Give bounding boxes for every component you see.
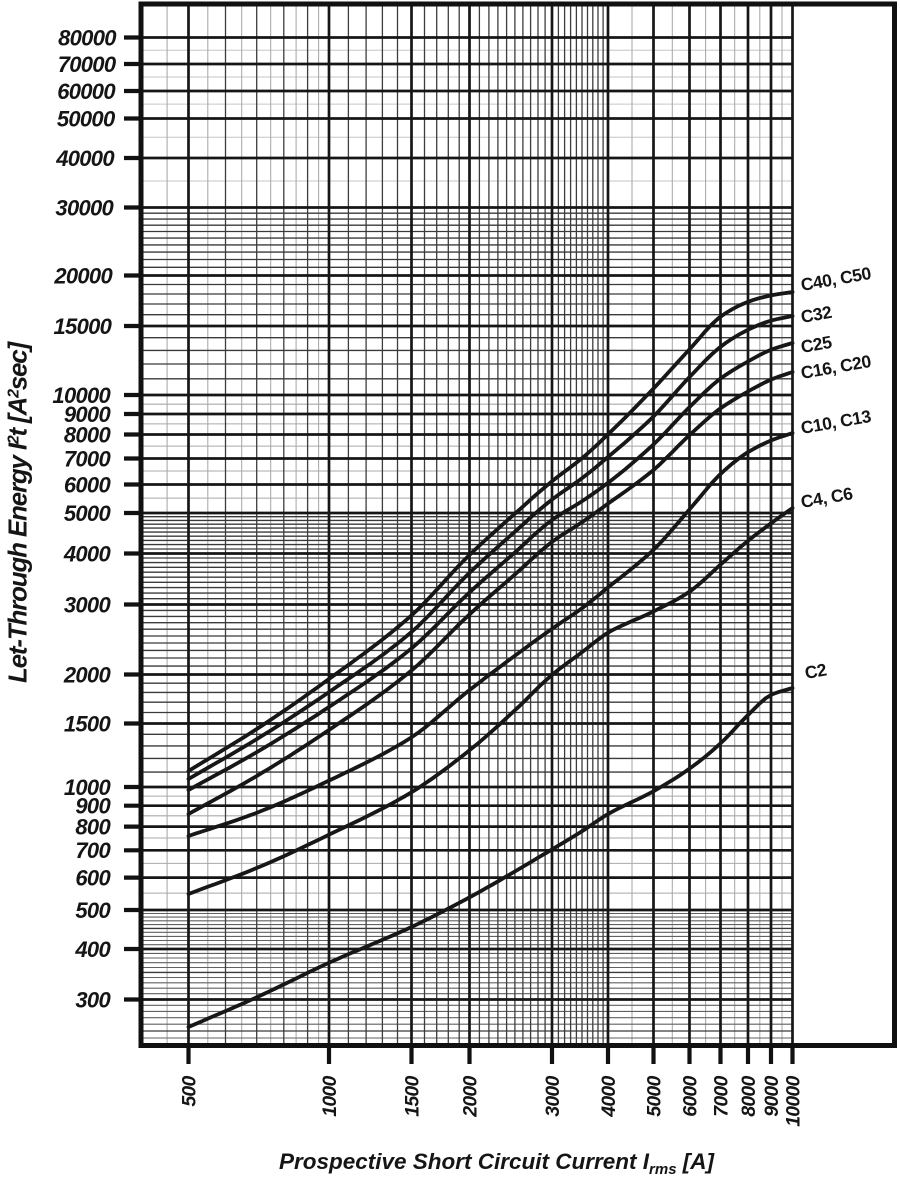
svg-text:9000: 9000: [64, 402, 112, 427]
svg-text:1500: 1500: [64, 711, 112, 736]
svg-text:7000: 7000: [64, 446, 112, 471]
svg-text:3000: 3000: [64, 592, 112, 617]
svg-text:6000: 6000: [64, 472, 112, 497]
svg-text:50000: 50000: [57, 106, 116, 131]
svg-text:1500: 1500: [402, 1076, 424, 1117]
svg-text:8000: 8000: [64, 422, 112, 447]
svg-text:5000: 5000: [644, 1076, 666, 1117]
svg-text:40000: 40000: [55, 146, 115, 171]
svg-text:60000: 60000: [57, 79, 116, 104]
svg-text:500: 500: [179, 1076, 201, 1107]
svg-text:20000: 20000: [53, 263, 113, 288]
svg-text:2000: 2000: [63, 662, 112, 687]
svg-text:8000: 8000: [738, 1076, 760, 1117]
svg-text:300: 300: [75, 987, 111, 1012]
svg-text:4000: 4000: [63, 541, 112, 566]
svg-text:3000: 3000: [542, 1076, 564, 1117]
svg-text:2000: 2000: [460, 1076, 482, 1118]
svg-text:1000: 1000: [64, 775, 112, 800]
svg-text:C2: C2: [803, 659, 828, 683]
svg-text:600: 600: [75, 865, 111, 890]
svg-text:500: 500: [75, 898, 111, 923]
svg-text:15000: 15000: [54, 314, 113, 339]
svg-text:Prospective Short Circuit Curr: Prospective Short Circuit Current Irms […: [279, 1149, 716, 1178]
svg-text:900: 900: [75, 794, 111, 819]
svg-text:9000: 9000: [761, 1076, 783, 1117]
svg-text:1000: 1000: [319, 1076, 341, 1117]
svg-text:30000: 30000: [55, 195, 114, 220]
svg-text:400: 400: [74, 937, 111, 962]
svg-text:800: 800: [75, 814, 111, 839]
svg-text:6000: 6000: [680, 1076, 702, 1117]
svg-text:4000: 4000: [598, 1076, 620, 1118]
svg-text:70000: 70000: [58, 52, 117, 77]
svg-text:7000: 7000: [711, 1076, 733, 1117]
svg-text:10000: 10000: [52, 383, 111, 408]
svg-text:10000: 10000: [783, 1076, 805, 1127]
svg-text:700: 700: [75, 838, 111, 863]
svg-text:5000: 5000: [64, 501, 112, 526]
svg-text:80000: 80000: [58, 25, 117, 50]
